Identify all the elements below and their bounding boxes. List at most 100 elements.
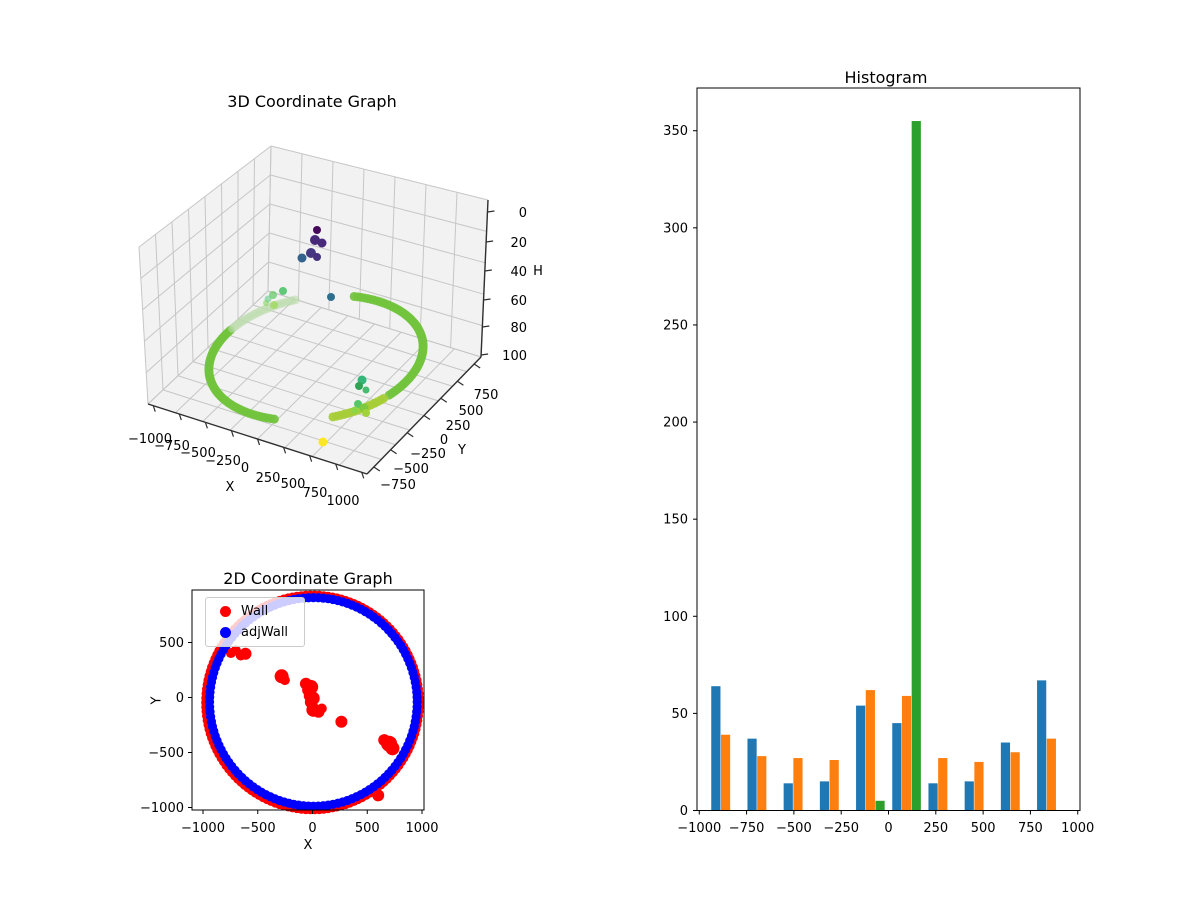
hist-y-tick-label: 100 — [663, 610, 688, 625]
hist-x-tick-label: 750 — [1018, 821, 1043, 836]
plot2d-y-tick-label: −1000 — [140, 801, 184, 816]
wall-outlier-point — [316, 703, 327, 714]
scatter-point-3d — [313, 226, 321, 234]
z-tick-label-3d: 100 — [502, 349, 527, 364]
grid-line-3d — [221, 183, 224, 334]
histogram-title: Histogram — [844, 68, 928, 87]
x-tick-3d — [152, 405, 156, 412]
plot2d-y-tick-label: 0 — [176, 691, 184, 706]
plot2d-x-tick-label: 500 — [355, 821, 380, 836]
scatter-point-3d — [318, 437, 328, 447]
plot2d-axes-box — [191, 589, 425, 811]
grid-line-3d — [267, 145, 272, 292]
x-tick-3d — [178, 413, 182, 421]
scatter-point-3d — [317, 238, 327, 248]
z-axis-spine-3d — [480, 199, 489, 358]
hist-y-tick-label: 200 — [663, 416, 688, 431]
grid-line-3d — [269, 203, 486, 264]
z-tick-3d — [481, 353, 489, 356]
grid-line-3d — [204, 196, 209, 348]
z-tick-label-3d: 20 — [510, 236, 527, 251]
hist-x-tick-label: −500 — [776, 821, 812, 836]
x-tick-3d — [282, 447, 287, 454]
legend-item-adjwall: adjWall — [213, 622, 297, 643]
hist-x-tick-label: −1000 — [677, 821, 721, 836]
grid-line-3d — [138, 145, 272, 248]
hist-bar — [938, 758, 948, 811]
hist-bar — [875, 800, 885, 811]
y-tick-3d — [473, 363, 481, 369]
z-tick-3d — [483, 298, 491, 301]
hist-x-tick-label: 250 — [923, 821, 948, 836]
hist-y-tick-label: 0 — [680, 804, 688, 819]
grid-line-3d — [297, 153, 303, 301]
y-tick-label-3d: 0 — [440, 433, 448, 448]
hist-y-tick-label: 350 — [663, 124, 688, 139]
wall-outlier-point — [372, 789, 385, 802]
x-tick-label-3d: 500 — [281, 477, 306, 492]
x-tick-3d — [309, 455, 313, 462]
x-tick-label-3d: 0 — [241, 461, 249, 476]
hist-bar — [1037, 680, 1047, 811]
grid-line-3d — [155, 234, 164, 390]
hist-x-tick-label: −250 — [823, 821, 859, 836]
y-tick-3d — [457, 380, 464, 386]
hist-y-tick-label: 300 — [663, 221, 688, 236]
hist-bar — [865, 690, 875, 811]
hist-x-tick-label: 500 — [971, 821, 996, 836]
wall-outlier-point — [335, 715, 348, 728]
y-tick-3d — [440, 397, 448, 403]
hist-bar — [720, 734, 731, 811]
wall-marker-icon — [220, 606, 231, 617]
wall-outlier-point — [239, 647, 252, 660]
y-tick-3d — [406, 432, 414, 438]
plot2d-xaxis-label: X — [303, 838, 313, 853]
y-tick-label-3d: −500 — [393, 462, 429, 477]
grid-line-3d — [140, 174, 271, 279]
plot2d-yaxis-label: Y — [149, 696, 165, 705]
plot2d-title: 2D Coordinate Graph — [223, 569, 393, 588]
plot3d-title: 3D Coordinate Graph — [227, 92, 397, 111]
z-tick-3d — [486, 240, 494, 243]
hist-bar — [819, 781, 830, 811]
legend-item-wall: Wall — [213, 601, 297, 622]
x-tick-label-3d: −750 — [154, 439, 190, 454]
z-tick-label-3d: 0 — [519, 206, 527, 221]
hist-bar — [1010, 752, 1020, 811]
x-tick-3d — [361, 472, 365, 479]
y-tick-3d — [423, 415, 431, 420]
legend-item-wall-label: Wall — [241, 604, 269, 619]
adjwall-point — [412, 702, 422, 712]
grid-line-3d — [311, 340, 429, 457]
grid-line-3d — [142, 203, 271, 311]
grid-line-3d — [269, 232, 484, 295]
hist-bar — [974, 761, 984, 811]
scatter-point-3d — [263, 300, 269, 306]
wall-outlier-point — [279, 675, 290, 686]
scatter-point-3d — [327, 293, 335, 301]
plot2d-x-tick-label: −1000 — [181, 821, 225, 836]
y-tick-label-3d: 750 — [474, 388, 499, 403]
scatter-point-3d — [362, 409, 370, 417]
grid-line-3d — [171, 221, 179, 376]
hist-bar — [856, 705, 866, 811]
scatter-point-3d — [310, 235, 320, 245]
hist-bar — [829, 760, 839, 811]
y-tick-3d — [373, 466, 381, 472]
hist-bar — [964, 781, 974, 811]
x-tick-3d — [230, 430, 235, 437]
grid-line-3d — [188, 209, 194, 362]
hist-x-tick-label: 1000 — [1061, 821, 1094, 836]
z-tick-label-3d: 40 — [510, 265, 527, 280]
grid-line-3d — [138, 246, 149, 405]
plot3d-yaxis-label: Y — [458, 443, 466, 458]
z-tick-3d — [482, 325, 490, 328]
z-tick-3d — [484, 269, 492, 272]
grid-line-3d — [450, 192, 458, 348]
scatter-point-3d — [297, 253, 307, 263]
scatter-point-3d — [355, 382, 363, 390]
x-tick-label-3d: 1000 — [326, 494, 359, 509]
x-tick-label-3d: 750 — [303, 486, 328, 501]
grid-line-3d — [175, 298, 295, 414]
y-tick-label-3d: 250 — [446, 419, 471, 434]
